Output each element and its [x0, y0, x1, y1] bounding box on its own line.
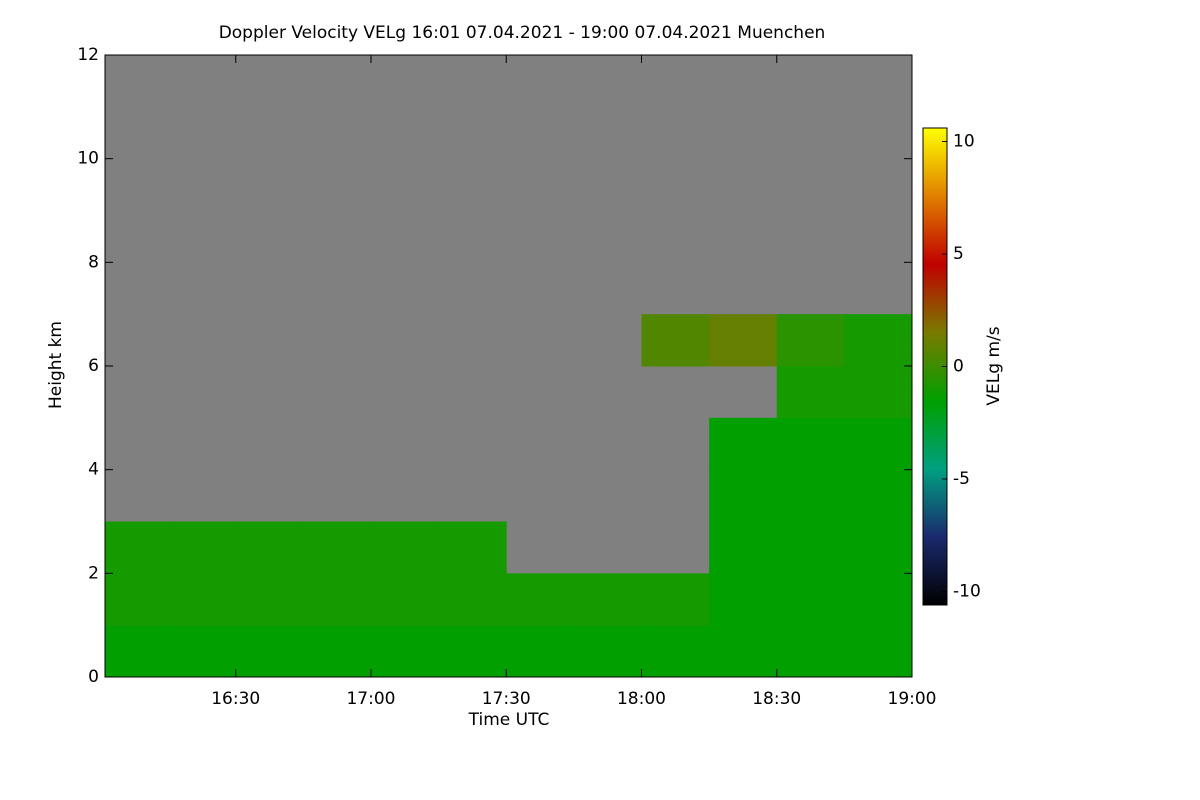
heatmap-cell	[168, 573, 237, 626]
colorbar-tick-label: 0	[953, 357, 964, 377]
heatmap-cell	[303, 521, 372, 574]
colorbar-tick-label: 10	[953, 132, 975, 152]
heatmap-cell	[303, 573, 372, 626]
heatmap-cell	[776, 625, 845, 678]
heatmap-cell	[776, 521, 845, 574]
heatmap-cell	[506, 573, 575, 626]
y-tick-label: 6	[88, 356, 99, 376]
heatmap-cell	[105, 625, 169, 678]
x-tick-label: 18:30	[752, 689, 801, 709]
heatmap-cell	[370, 521, 440, 574]
colorbar-label: VELg m/s	[984, 326, 1004, 405]
heatmap-cell	[709, 417, 778, 471]
heatmap-cell	[168, 625, 237, 678]
colorbar-tick-label: -10	[953, 582, 981, 602]
heatmap-cell	[844, 573, 913, 626]
heatmap-cell	[438, 521, 507, 574]
colorbar-tick-label: -5	[953, 469, 970, 489]
y-tick-label: 8	[88, 252, 99, 272]
heatmap-cell	[844, 469, 913, 522]
heatmap-cell	[573, 625, 642, 678]
y-tick-label: 0	[88, 667, 99, 687]
heatmap-cell	[709, 469, 778, 522]
heatmap-cell	[303, 625, 372, 678]
heatmap-cell	[709, 625, 778, 678]
heatmap-cell	[776, 469, 845, 522]
heatmap-cell	[641, 625, 710, 678]
x-tick-label: 17:30	[482, 689, 531, 709]
heatmap-cell	[168, 521, 237, 574]
heatmap-cell	[235, 521, 304, 574]
heatmap-cell	[709, 521, 778, 574]
heatmap-cell	[641, 314, 710, 367]
heatmap-cell	[709, 573, 778, 626]
heatmap-cell	[641, 573, 710, 626]
x-axis-label: Time UTC	[468, 710, 550, 730]
heatmap-cell	[370, 573, 440, 626]
y-axis-label: Height km	[46, 321, 66, 409]
x-tick-label: 17:00	[346, 689, 395, 709]
heatmap-cell	[438, 573, 507, 626]
heatmap-cell	[370, 625, 440, 678]
x-tick-label: 16:30	[211, 689, 260, 709]
heatmap-cell	[506, 625, 575, 678]
heatmap-cell	[776, 366, 845, 419]
colorbar-tick-label: 5	[953, 244, 964, 264]
y-tick-label: 10	[77, 149, 99, 169]
x-tick-label: 19:00	[888, 689, 937, 709]
heatmap-cell	[844, 625, 913, 678]
heatmap-cell	[844, 366, 913, 419]
heatmap-cell	[235, 573, 304, 626]
heatmap-cell	[709, 314, 778, 367]
x-tick-label: 18:00	[617, 689, 666, 709]
y-tick-label: 4	[88, 460, 99, 480]
heatmap-cell	[438, 625, 507, 678]
heatmap-cell	[105, 573, 169, 626]
heatmap-cell	[844, 314, 913, 367]
y-tick-label: 2	[88, 563, 99, 583]
heatmap-cell	[235, 625, 304, 678]
heatmap-cell	[105, 521, 169, 574]
heatmap-cell	[844, 417, 913, 471]
chart-title: Doppler Velocity VELg 16:01 07.04.2021 -…	[219, 23, 826, 43]
heatmap-cell	[573, 573, 642, 626]
heatmap-cell	[776, 314, 845, 367]
y-tick-label: 12	[77, 45, 99, 65]
heatmap-cell	[776, 573, 845, 626]
heatmap-cell	[776, 417, 845, 471]
heatmap-cell	[844, 521, 913, 574]
